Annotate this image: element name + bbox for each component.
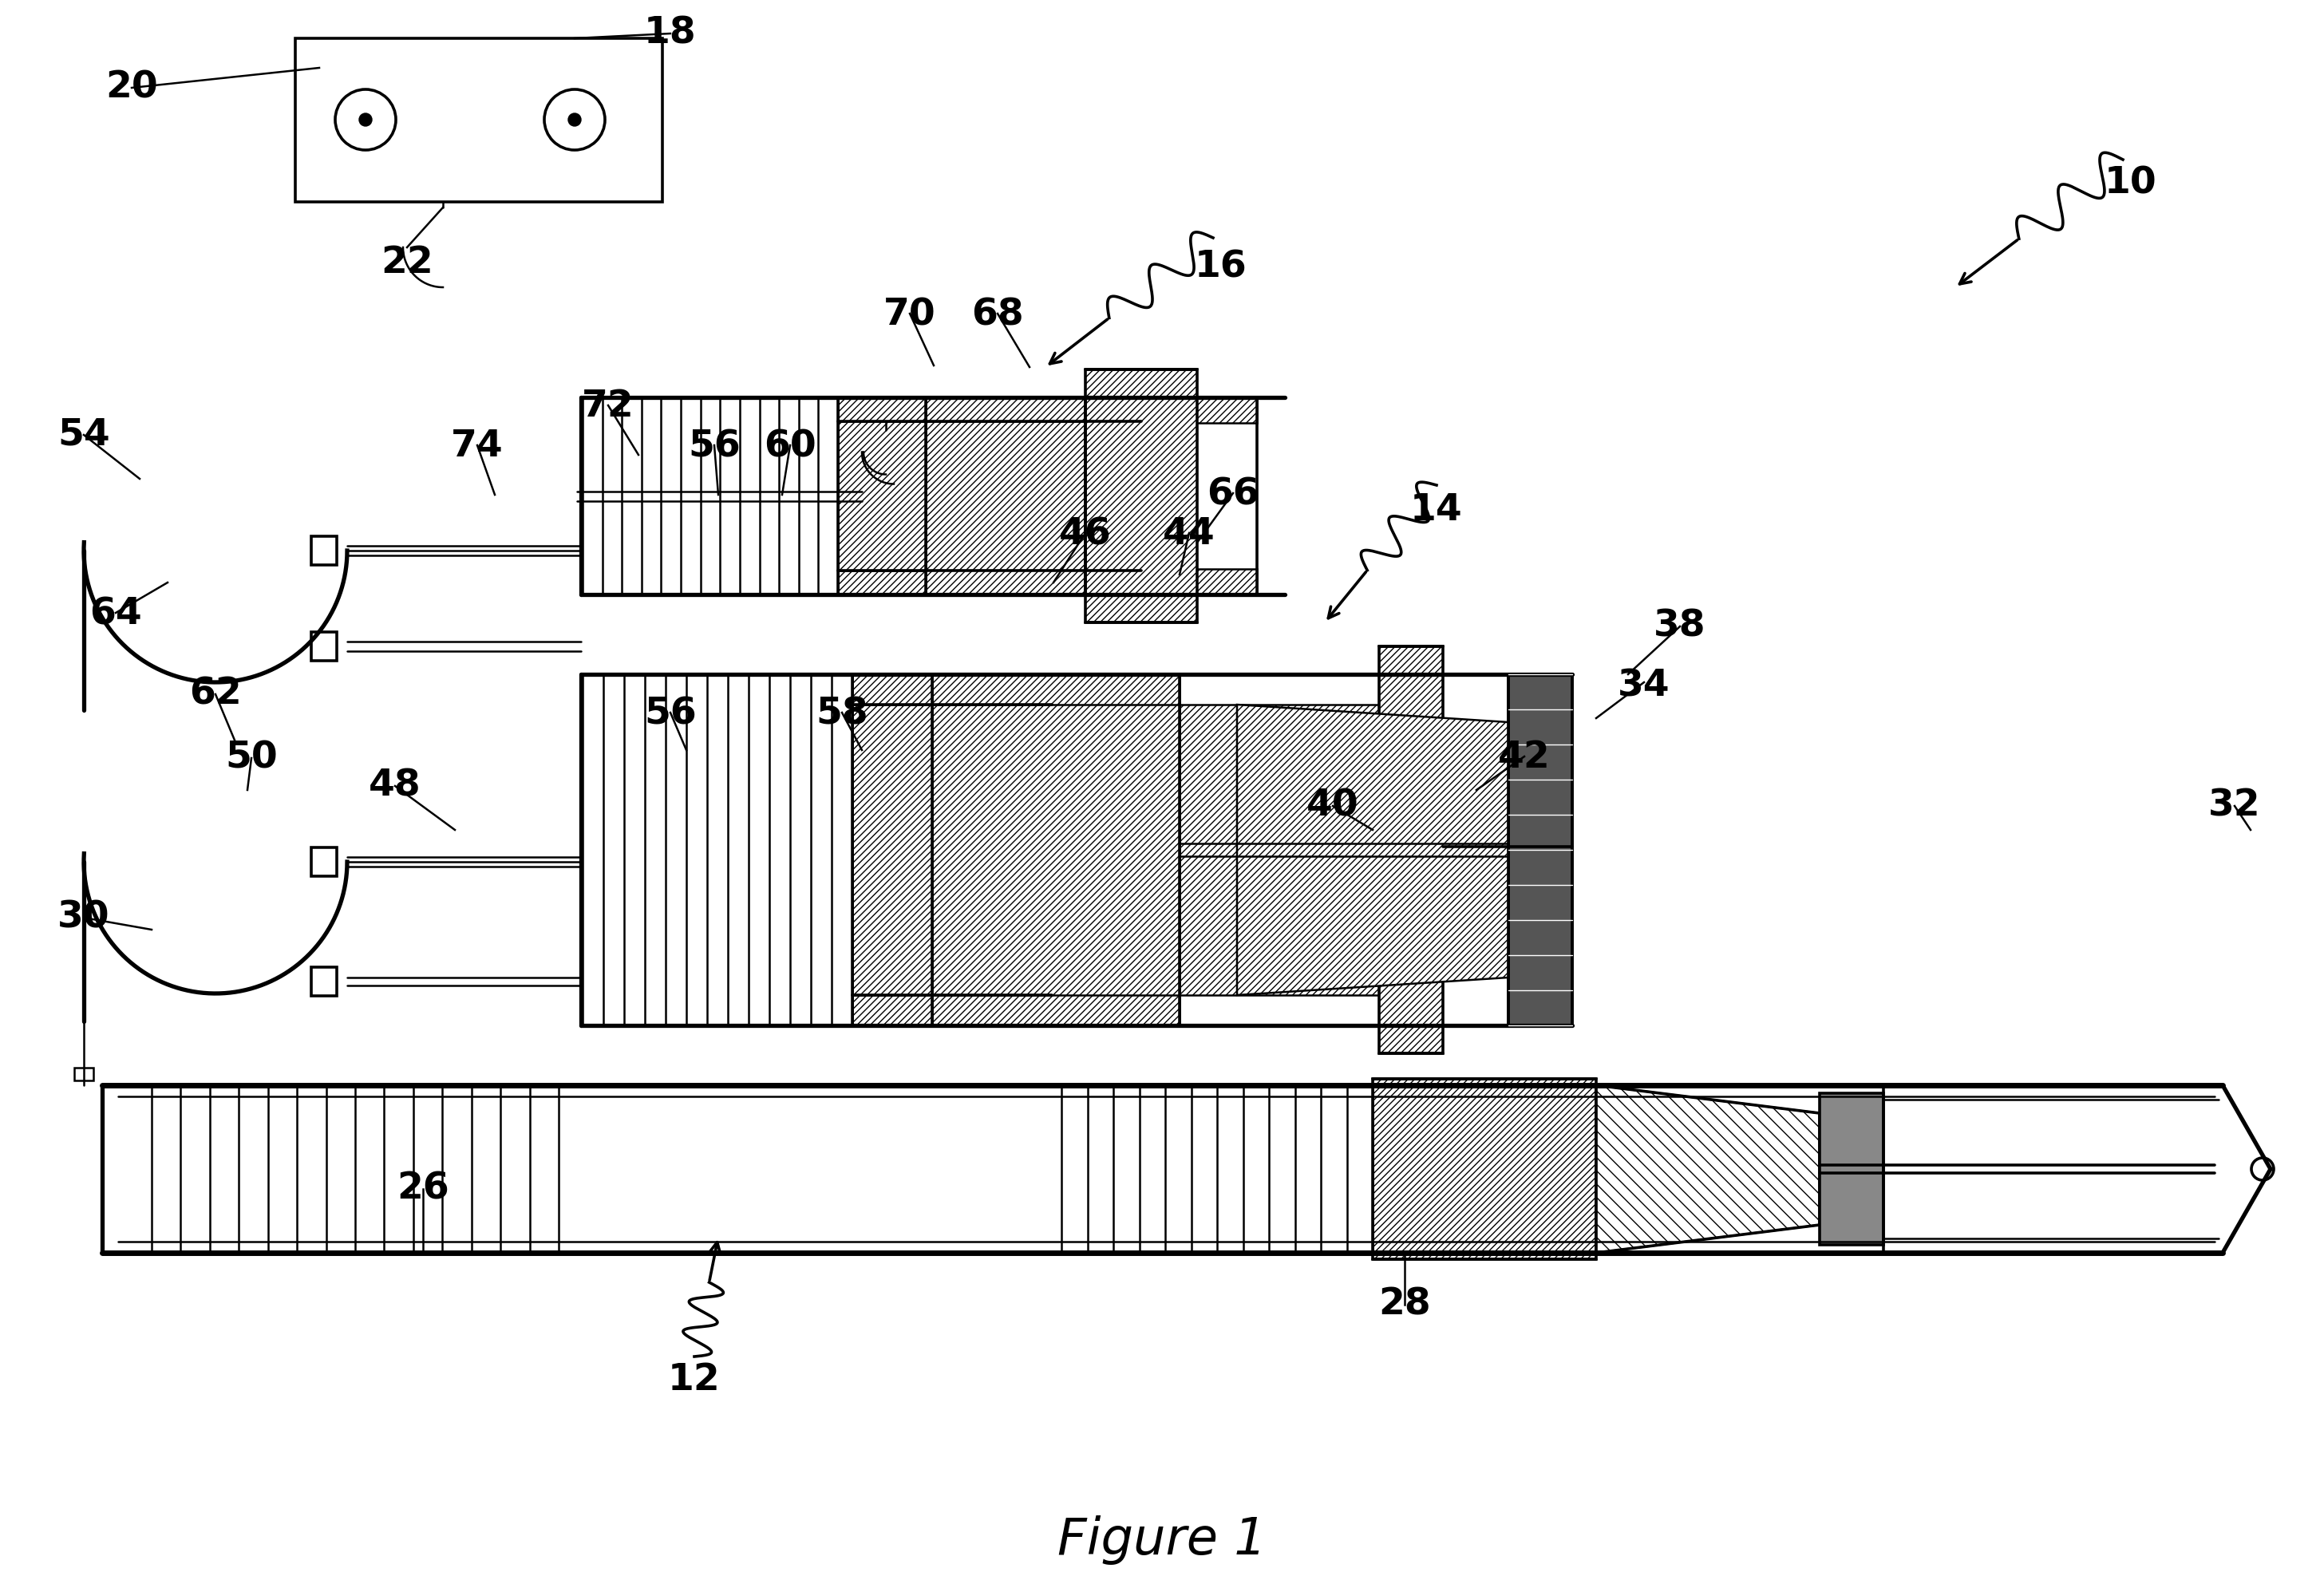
Text: 62: 62 — [188, 676, 242, 712]
Text: 58: 58 — [816, 696, 869, 733]
Text: 70: 70 — [883, 297, 937, 333]
Text: 66: 66 — [1206, 476, 1260, 512]
Text: 10: 10 — [2106, 165, 2157, 201]
Bar — [1373, 1078, 1597, 1259]
Bar — [932, 674, 1181, 704]
Bar — [853, 674, 932, 1025]
Bar — [839, 398, 925, 594]
Text: 14: 14 — [1411, 492, 1462, 528]
Text: 68: 68 — [971, 297, 1025, 333]
Bar — [932, 674, 1181, 1025]
Text: 56: 56 — [644, 696, 697, 733]
Text: 38: 38 — [1655, 608, 1706, 645]
Text: 18: 18 — [644, 16, 697, 52]
Bar — [839, 398, 1062, 421]
Text: 12: 12 — [667, 1363, 720, 1399]
Text: 28: 28 — [1378, 1287, 1432, 1322]
Text: 16: 16 — [1195, 250, 1248, 285]
Text: 20: 20 — [105, 69, 158, 105]
Bar — [1197, 398, 1257, 423]
Text: 74: 74 — [451, 429, 504, 465]
Text: 48: 48 — [370, 769, 421, 803]
Circle shape — [360, 113, 372, 126]
Text: 32: 32 — [2208, 788, 2261, 824]
Text: 46: 46 — [1060, 517, 1111, 553]
Bar — [311, 632, 337, 660]
Bar — [1820, 1093, 1882, 1245]
Bar — [1197, 569, 1257, 594]
Bar — [839, 571, 1062, 594]
Bar — [853, 674, 932, 704]
Bar — [74, 1067, 93, 1080]
Text: 64: 64 — [91, 596, 142, 632]
Bar — [1181, 704, 1378, 995]
Bar — [932, 995, 1181, 1025]
Text: 72: 72 — [581, 388, 634, 424]
Bar — [925, 398, 1085, 594]
Bar — [1085, 369, 1197, 623]
Text: 44: 44 — [1162, 517, 1215, 553]
Text: 56: 56 — [688, 429, 741, 465]
Bar — [311, 847, 337, 876]
Bar — [311, 967, 337, 997]
Text: 54: 54 — [58, 417, 109, 453]
Bar — [1378, 646, 1443, 1053]
Text: Figure 1: Figure 1 — [1057, 1515, 1267, 1564]
Bar — [1508, 674, 1573, 1025]
Text: 42: 42 — [1499, 740, 1550, 777]
Text: 34: 34 — [1618, 668, 1671, 704]
Text: 60: 60 — [765, 429, 816, 465]
Bar — [295, 38, 662, 201]
Text: 26: 26 — [397, 1171, 449, 1207]
Text: 22: 22 — [381, 245, 432, 281]
Text: 30: 30 — [58, 899, 109, 935]
Polygon shape — [1236, 704, 1508, 995]
Bar — [311, 536, 337, 564]
Bar — [853, 995, 932, 1025]
Polygon shape — [1597, 1085, 1820, 1253]
Circle shape — [569, 113, 581, 126]
Text: 40: 40 — [1306, 788, 1360, 824]
Text: 50: 50 — [225, 740, 277, 777]
